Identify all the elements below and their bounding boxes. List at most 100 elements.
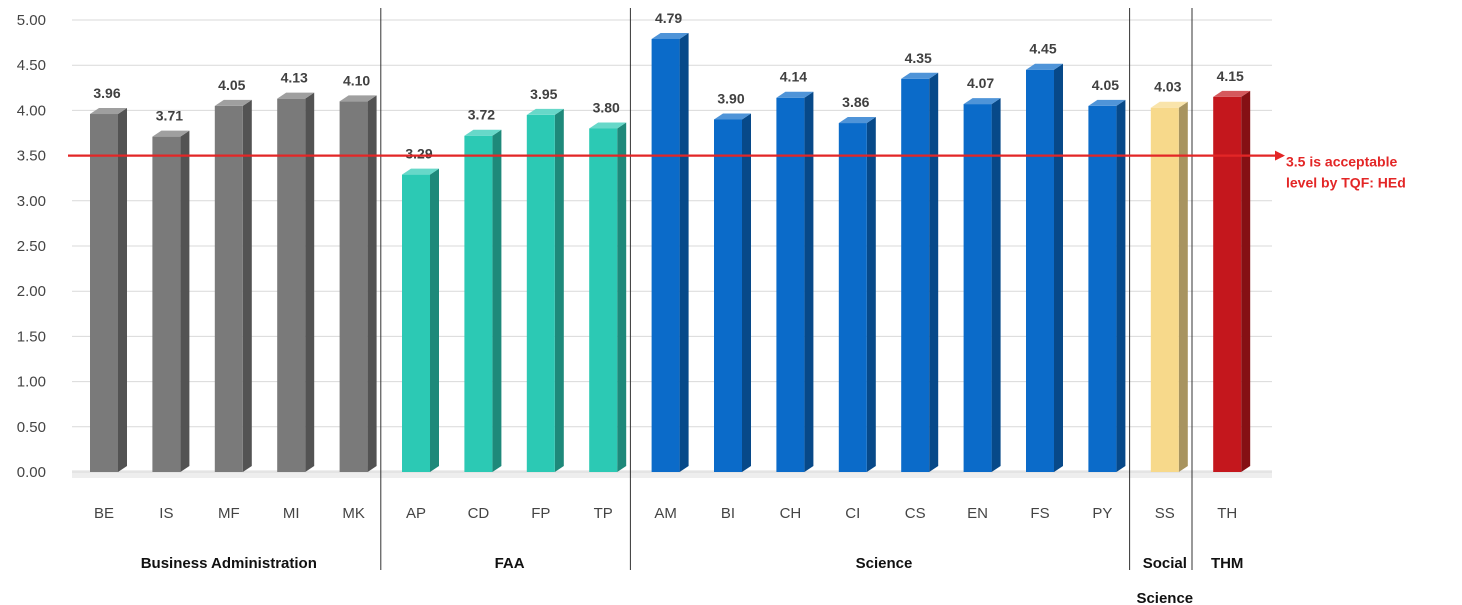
bar-front — [714, 119, 742, 472]
value-label-ap: 3.29 — [405, 146, 432, 162]
bar-front — [1150, 107, 1179, 473]
bar-top — [339, 95, 377, 102]
bar-side — [679, 32, 689, 472]
x-tick-label-am: AM — [654, 505, 677, 522]
y-tick-label: 3.00 — [17, 193, 46, 210]
group-label: Science — [856, 555, 913, 572]
bar-is — [152, 130, 190, 472]
bar-side — [929, 72, 939, 472]
x-tick-label-ci: CI — [845, 505, 860, 522]
value-label-be: 3.96 — [93, 85, 120, 101]
bar-top — [714, 113, 751, 120]
bar-front — [651, 38, 680, 472]
group-label: Science — [1136, 590, 1193, 605]
bar-side — [1178, 101, 1188, 473]
bar-mi — [277, 92, 315, 472]
bar-front — [1213, 96, 1242, 472]
bar-side — [742, 113, 751, 472]
bar-side — [991, 98, 1001, 473]
bar-front — [277, 98, 306, 472]
value-label-py: 4.05 — [1092, 77, 1119, 93]
bar-side — [554, 108, 564, 473]
value-label-ch: 4.14 — [780, 69, 807, 85]
bar-side — [804, 91, 814, 472]
bar-side — [367, 95, 377, 473]
bar-side — [305, 92, 315, 472]
value-label-tp: 3.80 — [593, 99, 620, 115]
bar-top — [277, 92, 315, 99]
x-tick-label-py: PY — [1092, 505, 1112, 522]
bar-am — [651, 32, 689, 472]
value-label-en: 4.07 — [967, 75, 994, 91]
bar-top — [901, 72, 939, 79]
x-tick-label-bi: BI — [721, 505, 735, 522]
bar-side — [492, 129, 502, 472]
chart-floor — [72, 470, 1272, 478]
y-tick-label: 2.00 — [17, 283, 46, 300]
value-label-am: 4.79 — [655, 10, 682, 26]
value-label-ss: 4.03 — [1154, 79, 1181, 95]
value-label-fs: 4.45 — [1029, 41, 1056, 57]
value-label-mk: 4.10 — [343, 72, 370, 88]
bar-side — [430, 168, 439, 473]
y-tick-label: 1.00 — [17, 374, 46, 391]
x-tick-label-cs: CS — [905, 505, 926, 522]
bar-top — [963, 98, 1001, 105]
bar-cd — [464, 129, 502, 472]
value-label-mi: 4.13 — [281, 70, 308, 86]
x-tick-label-en: EN — [967, 505, 988, 522]
x-tick-label-cd: CD — [468, 505, 490, 522]
value-label-bi: 3.90 — [717, 90, 744, 106]
bar-front — [901, 78, 930, 472]
bar-ci — [838, 117, 876, 472]
y-tick-label: 3.50 — [17, 148, 46, 165]
bar-top — [526, 108, 564, 115]
group-label: Business Administration — [141, 555, 317, 572]
bar-th — [1213, 90, 1251, 472]
bar-side — [1054, 63, 1063, 472]
bar-side — [866, 117, 876, 472]
value-label-th: 4.15 — [1217, 68, 1244, 84]
x-tick-label-mk: MK — [342, 505, 365, 522]
value-label-mf: 4.05 — [218, 77, 245, 93]
bar-side — [617, 122, 627, 472]
y-tick-label: 0.50 — [17, 419, 46, 436]
y-tick-label: 5.00 — [17, 12, 46, 29]
bar-top — [1150, 101, 1188, 108]
bar-mk — [339, 95, 377, 473]
y-tick-label: 4.50 — [17, 57, 46, 74]
bar-mf — [214, 99, 252, 472]
bar-front — [152, 136, 181, 472]
bar-top — [402, 168, 439, 175]
bar-side — [1116, 99, 1126, 472]
bar-top — [214, 99, 252, 106]
bar-front — [589, 128, 618, 473]
bar-cs — [901, 72, 939, 472]
value-label-fp: 3.95 — [530, 86, 557, 102]
bar-ss — [1150, 101, 1188, 473]
x-tick-label-mf: MF — [218, 505, 240, 522]
bar-side — [118, 108, 127, 473]
x-tick-label-tp: TP — [594, 505, 613, 522]
x-tick-label-ch: CH — [780, 505, 802, 522]
bar-be — [90, 108, 127, 473]
bar-front — [464, 135, 493, 472]
value-label-cd: 3.72 — [468, 107, 495, 123]
bar-front — [1088, 105, 1117, 472]
group-label: THM — [1211, 555, 1244, 572]
y-tick-label: 1.50 — [17, 328, 46, 345]
bar-top — [464, 129, 502, 136]
bar-fp — [526, 108, 564, 473]
bar-front — [214, 105, 243, 472]
bar-front — [963, 104, 992, 473]
bar-side — [1241, 90, 1251, 472]
value-label-is: 3.71 — [156, 108, 183, 124]
x-tick-label-is: IS — [159, 505, 173, 522]
y-tick-label: 4.00 — [17, 102, 46, 119]
bar-top — [152, 130, 190, 137]
bar-top — [651, 32, 689, 39]
x-tick-label-th: TH — [1217, 505, 1237, 522]
bar-front — [1026, 69, 1054, 472]
